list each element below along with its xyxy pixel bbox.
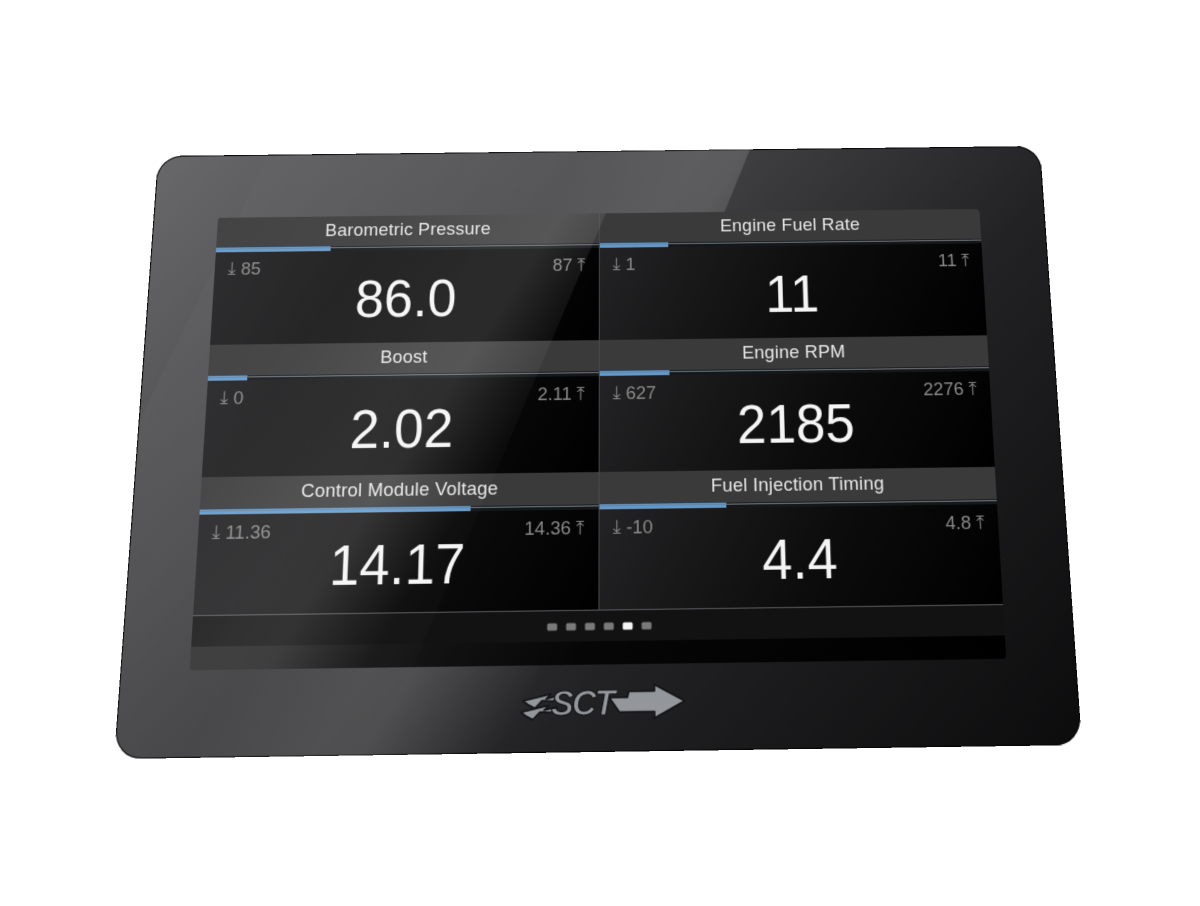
svg-text:SCT: SCT (551, 682, 619, 724)
